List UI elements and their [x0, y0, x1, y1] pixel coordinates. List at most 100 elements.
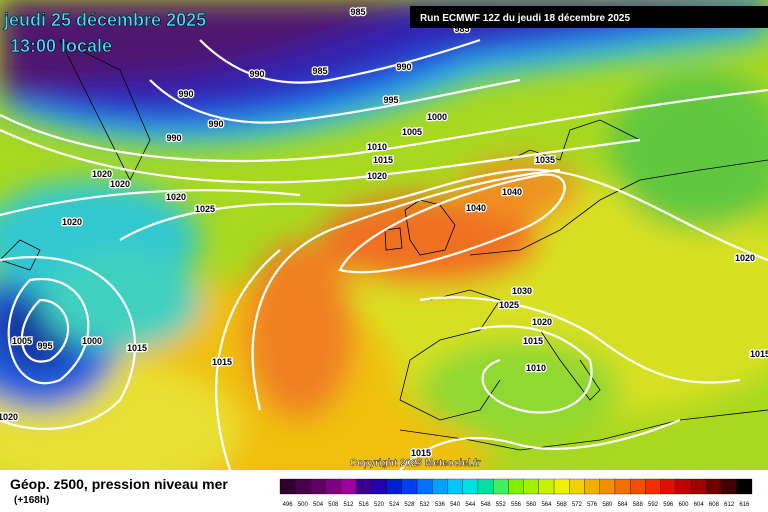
- color-scale-label: 596: [663, 502, 674, 508]
- color-swatch: [279, 478, 296, 495]
- color-scale-label: 540: [450, 502, 461, 508]
- color-scale-label: 580: [602, 502, 613, 508]
- color-scale-label: 600: [678, 502, 689, 508]
- isobar-label: 1010: [367, 142, 387, 152]
- color-scale-label: 516: [359, 502, 370, 508]
- isobar-label: 1020: [532, 317, 552, 327]
- isobar-label: 1000: [82, 336, 102, 346]
- color-swatch: [614, 478, 631, 495]
- isobar-label: 995: [37, 341, 52, 351]
- color-swatch: [432, 478, 448, 495]
- color-swatch: [721, 478, 737, 495]
- color-scale-label: 496: [283, 502, 294, 508]
- isobar-label: 1020: [110, 179, 130, 189]
- color-swatch: [584, 478, 600, 495]
- color-swatch: [690, 478, 707, 495]
- isobar-label: 1040: [502, 187, 522, 197]
- color-swatch: [508, 478, 524, 495]
- color-swatch: [295, 478, 311, 495]
- color-scale-label: 564: [541, 502, 552, 508]
- isobar-label: 1015: [373, 155, 393, 165]
- color-swatch: [493, 478, 509, 495]
- color-swatch: [416, 478, 433, 495]
- color-scale-label: 532: [420, 502, 431, 508]
- color-scale-label: 524: [389, 502, 400, 508]
- isobar-label: 990: [208, 119, 223, 129]
- color-swatch: [630, 478, 646, 495]
- isobar-label: 1020: [0, 412, 18, 422]
- color-scale-label: 616: [739, 502, 750, 508]
- color-scale-label: 552: [496, 502, 507, 508]
- isobar-label: 1005: [12, 336, 32, 346]
- color-swatch: [569, 478, 585, 495]
- isobar-label: 1000: [427, 112, 447, 122]
- forecast-time: 13:00 locale: [10, 36, 112, 56]
- isobar-label: 985: [312, 66, 327, 76]
- color-scale: 496 500 504 508 512 516 520 524 528 532 536 540 544 5…: [279, 478, 753, 508]
- color-scale-label: 604: [694, 502, 705, 508]
- isobar-label: 990: [396, 62, 411, 72]
- isobar-label: 1020: [735, 253, 755, 263]
- run-info: Run ECMWF 12Z du jeudi 18 décembre 2025: [420, 13, 630, 24]
- isobar-label: 1020: [367, 171, 387, 181]
- color-scale-label: 588: [633, 502, 644, 508]
- color-swatch: [553, 478, 570, 495]
- color-swatch: [706, 478, 722, 495]
- isobar-label: 1030: [512, 286, 532, 296]
- color-swatch: [401, 478, 418, 495]
- color-swatch: [660, 478, 677, 495]
- color-swatch: [371, 478, 387, 495]
- isobar-label: 1025: [499, 300, 519, 310]
- color-scale-label: 512: [344, 502, 355, 508]
- color-swatch: [538, 478, 555, 495]
- color-swatch: [310, 478, 326, 495]
- color-scale-label: 528: [404, 502, 415, 508]
- color-scale-label: 536: [435, 502, 446, 508]
- run-box: [410, 6, 768, 28]
- color-scale-label: 504: [313, 502, 324, 508]
- color-scale-label: 572: [572, 502, 583, 508]
- isobar-label: 985: [350, 7, 365, 17]
- isobar-label: 1015: [523, 336, 543, 346]
- color-scale-label: 560: [526, 502, 537, 508]
- isobar-label: 1025: [195, 204, 215, 214]
- color-swatch: [355, 478, 372, 495]
- color-swatch: [736, 478, 753, 495]
- color-scale-label: 612: [724, 502, 735, 508]
- color-swatch: [675, 478, 692, 495]
- isobar-label: 1020: [92, 169, 112, 179]
- isobar-label: 1040: [466, 203, 486, 213]
- isobar-label: 1020: [62, 217, 82, 227]
- isobar-label: 990: [166, 133, 181, 143]
- color-scale-label: 576: [587, 502, 598, 508]
- isobar-label: 1005: [402, 127, 422, 137]
- coastlines: [0, 39, 768, 451]
- color-swatch: [477, 478, 494, 495]
- color-scale-label: 520: [374, 502, 385, 508]
- color-swatch: [462, 478, 479, 495]
- color-swatch: [447, 478, 463, 495]
- isobar-label: 1015: [750, 349, 768, 359]
- color-swatch: [599, 478, 616, 495]
- isobar-label: 1010: [526, 363, 546, 373]
- color-scale-label: 544: [465, 502, 476, 508]
- color-swatch: [386, 478, 402, 495]
- isobar-label: 1015: [212, 357, 232, 367]
- copyright: Copyright 2025 Meteociel.fr: [350, 458, 481, 469]
- color-scale-label: 584: [618, 502, 629, 508]
- color-swatch: [645, 478, 661, 495]
- color-scale-label: 608: [709, 502, 720, 508]
- color-swatch: [523, 478, 539, 495]
- color-scale-label: 500: [298, 502, 309, 508]
- isobar-label: 1015: [411, 448, 431, 458]
- isobar-label: 1015: [127, 343, 147, 353]
- color-swatch: [325, 478, 342, 495]
- isobar-label: 990: [249, 69, 264, 79]
- forecast-date: jeudi 25 décembre 2025: [3, 10, 206, 30]
- color-scale-label: 548: [481, 502, 492, 508]
- footer-title: Géop. z500, pression niveau mer: [10, 476, 228, 492]
- isobar-label: 1020: [166, 192, 186, 202]
